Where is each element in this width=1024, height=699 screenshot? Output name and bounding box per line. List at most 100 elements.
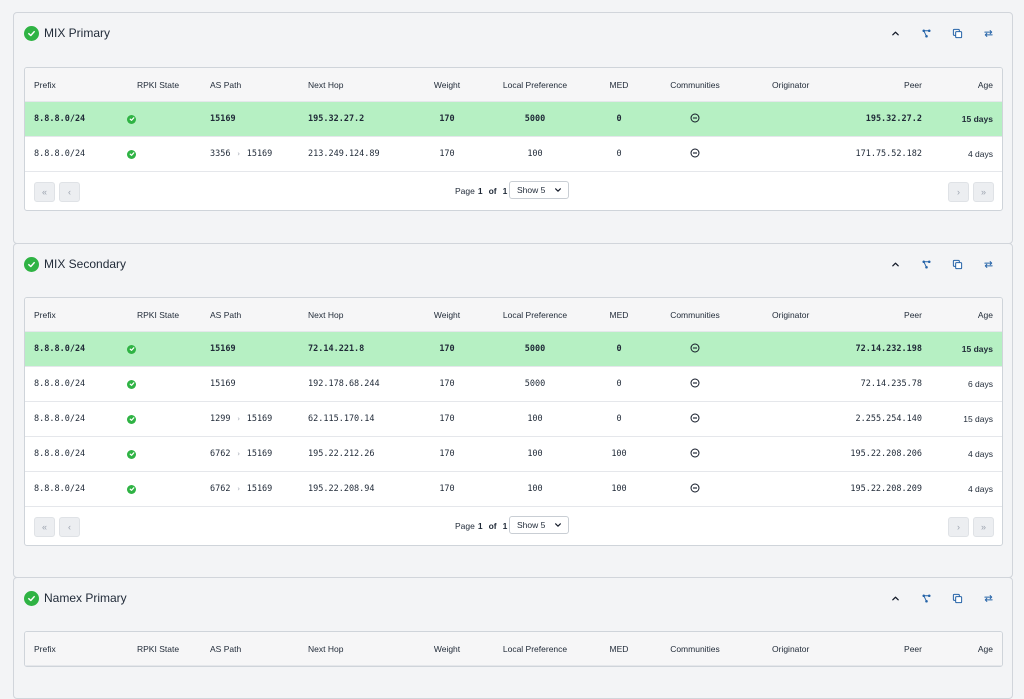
router-panel: MIX Secondary Prefix RPKI State AS Path Next… [13, 243, 1013, 578]
routes-table: Prefix RPKI State AS Path Next Hop Weight Loc… [24, 297, 1003, 546]
med-cell: 0 [616, 149, 622, 159]
check-circle-icon [127, 414, 136, 424]
column-header-med: MED [609, 79, 629, 90]
previous-page-button[interactable]: ‹ [59, 517, 80, 537]
as-number: 6762 [210, 484, 231, 494]
minus-circle-icon[interactable] [690, 378, 700, 390]
table-header-row: Prefix RPKI State AS Path Next Hop Weight Loc… [25, 68, 1002, 102]
panel-actions [880, 584, 1004, 612]
peer-cell: 72.14.232.198 [855, 344, 922, 354]
rpki-cell [127, 332, 136, 366]
next-page-button[interactable]: › [948, 517, 969, 537]
next-hop-cell: 195.22.208.94 [308, 484, 375, 494]
refresh-icon[interactable] [973, 593, 1004, 604]
minus-circle-icon[interactable] [690, 113, 700, 125]
check-circle-icon [127, 449, 136, 459]
minus-circle-icon[interactable] [690, 483, 700, 495]
chevron-down-icon [554, 521, 562, 531]
minus-circle-icon[interactable] [690, 148, 700, 160]
chevron-up-icon[interactable] [880, 29, 911, 38]
page-indicator: Page 1 of 1 [455, 182, 510, 200]
column-header-prefix: Prefix [34, 309, 56, 320]
table-row[interactable]: 8.8.8.0/24 15169 195.32.27.2 170 5000 0 195.32… [25, 102, 1002, 137]
graph-icon[interactable] [911, 28, 942, 39]
prefix-cell: 8.8.8.0/24 [34, 114, 86, 124]
chevron-right-icon: › [236, 485, 241, 493]
as-path-cell: 15169 [210, 367, 236, 401]
graph-icon[interactable] [911, 259, 942, 270]
next-hop-cell: 192.178.68.244 [308, 379, 380, 389]
last-page-button[interactable]: » [973, 517, 994, 537]
minus-circle-icon[interactable] [690, 448, 700, 460]
peer-cell: 195.22.208.206 [850, 449, 922, 459]
refresh-icon[interactable] [973, 259, 1004, 270]
router-panel: Namex Primary Prefix RPKI State AS Path Next… [13, 577, 1013, 699]
table-row[interactable]: 8.8.8.0/24 15169 192.178.68.244 170 5000 0 72.… [25, 367, 1002, 402]
page-label: Page [455, 521, 475, 531]
column-header-next-hop: Next Hop [308, 309, 344, 320]
check-circle-icon [127, 149, 136, 159]
column-header-local-preference: Local Preference [502, 309, 568, 320]
med-cell: 0 [616, 344, 622, 354]
table-row[interactable]: 8.8.8.0/24 15169 72.14.221.8 170 5000 0 72.14.… [25, 332, 1002, 367]
local-preference-cell: 100 [527, 449, 543, 459]
age-cell: 15 days [961, 344, 993, 354]
age-cell: 4 days [967, 484, 993, 494]
as-path-cell: 6762 › 15169 [210, 472, 272, 506]
med-cell: 0 [616, 414, 622, 424]
page-size-select[interactable]: Show 5 [509, 181, 569, 199]
rpki-cell [127, 137, 136, 171]
panel-title: MIX Secondary [44, 257, 127, 271]
previous-page-button[interactable]: ‹ [59, 182, 80, 202]
local-preference-cell: 100 [527, 149, 543, 159]
communities-cell [655, 472, 735, 506]
chevron-down-icon [554, 186, 562, 196]
communities-cell [655, 367, 735, 401]
column-header-local-preference: Local Preference [502, 79, 568, 90]
as-number: 15169 [210, 114, 236, 124]
as-number: 3356 [210, 149, 231, 159]
as-number: 15169 [246, 149, 273, 159]
minus-circle-icon[interactable] [690, 413, 700, 425]
age-cell: 15 days [961, 114, 993, 124]
next-page-button[interactable]: › [948, 182, 969, 202]
next-hop-cell: 213.249.124.89 [308, 149, 380, 159]
as-path-cell: 1299 › 15169 [210, 402, 272, 436]
copy-icon[interactable] [942, 28, 973, 39]
chevron-right-icon: › [236, 150, 241, 158]
column-header-med: MED [609, 309, 629, 320]
pagination: «‹ Page 1 of 1 Show 5 ›» [25, 507, 1002, 545]
table-row[interactable]: 8.8.8.0/24 1299 › 15169 62.115.170.14 170 100 0… [25, 402, 1002, 437]
rpki-cell [127, 367, 136, 401]
table-row[interactable]: 8.8.8.0/24 6762 › 15169 195.22.208.94 170 100 1… [25, 472, 1002, 507]
communities-cell [655, 402, 735, 436]
table-row[interactable]: 8.8.8.0/24 6762 › 15169 195.22.212.26 170 100 1… [25, 437, 1002, 472]
weight-cell: 170 [439, 414, 455, 424]
age-cell: 4 days [967, 149, 993, 159]
column-header-communities: Communities [670, 79, 720, 90]
next-hop-cell: 195.32.27.2 [308, 114, 365, 124]
chevron-right-icon: › [236, 415, 241, 423]
local-preference-cell: 5000 [524, 379, 546, 389]
of-label: of [488, 186, 497, 196]
graph-icon[interactable] [911, 593, 942, 604]
copy-icon[interactable] [942, 259, 973, 270]
page-size-select[interactable]: Show 5 [509, 516, 569, 534]
panel-title: MIX Primary [44, 26, 110, 40]
last-page-button[interactable]: » [973, 182, 994, 202]
as-number: 15169 [246, 414, 273, 424]
chevron-up-icon[interactable] [880, 594, 911, 603]
pagination: «‹ Page 1 of 1 Show 5 ›» [25, 172, 1002, 210]
total-pages: 1 [502, 186, 508, 196]
chevron-up-icon[interactable] [880, 260, 911, 269]
minus-circle-icon[interactable] [690, 343, 700, 355]
table-row[interactable]: 8.8.8.0/24 3356 › 15169 213.249.124.89 170 100… [25, 137, 1002, 172]
med-cell: 0 [616, 379, 622, 389]
refresh-icon[interactable] [973, 28, 1004, 39]
first-page-button[interactable]: « [34, 517, 55, 537]
first-page-button[interactable]: « [34, 182, 55, 202]
rpki-cell [127, 437, 136, 471]
page-indicator: Page 1 of 1 [455, 517, 510, 535]
copy-icon[interactable] [942, 593, 973, 604]
med-cell: 100 [611, 484, 627, 494]
